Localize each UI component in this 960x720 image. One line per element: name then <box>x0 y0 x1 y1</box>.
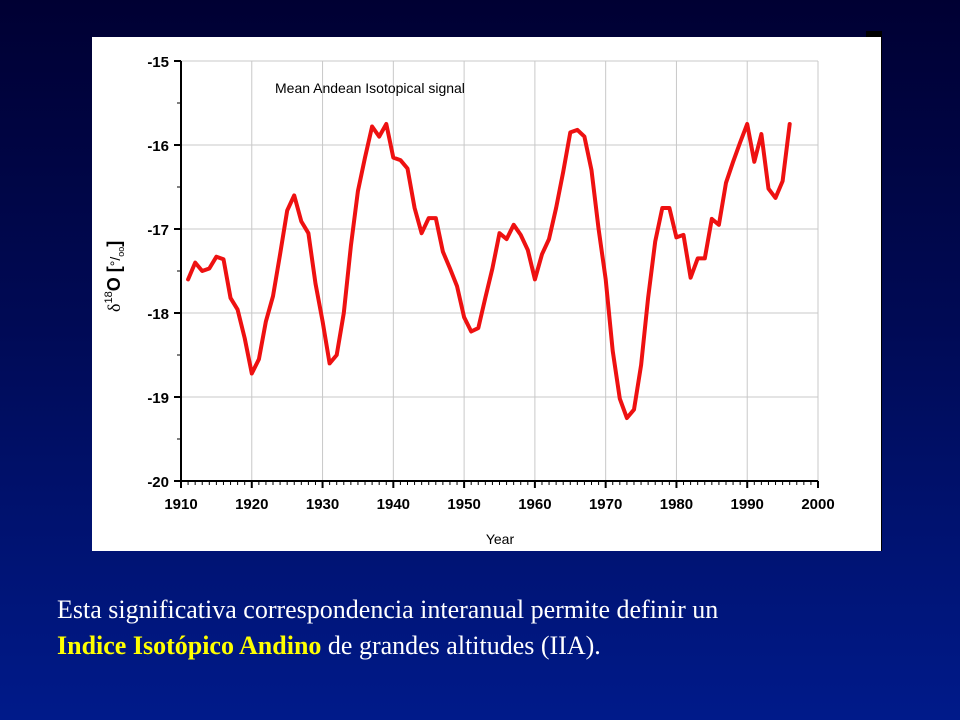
y-tick-label: -19 <box>147 390 169 407</box>
x-tick-label: 1920 <box>235 496 268 513</box>
x-tick-label: 1930 <box>306 496 339 513</box>
caption-highlight: Indice Isotópico Andino <box>57 631 322 660</box>
caption-line-1: Esta significativa correspondencia inter… <box>57 595 719 624</box>
y-tick-label: -16 <box>147 138 169 155</box>
x-tick-label: 1970 <box>589 496 622 513</box>
y-label-prefix: δ <box>104 304 124 312</box>
x-tick-label: 1990 <box>731 496 764 513</box>
line-chart: 1910 1920 1930 1940 1950 1960 1970 1980 1990 2000… <box>103 54 835 547</box>
x-tick-label: 1910 <box>164 496 197 513</box>
chart-panel: 1910 1920 1930 1940 1950 1960 1970 1980 1990 2000… <box>92 37 881 551</box>
x-tick-label: 2000 <box>801 496 834 513</box>
y-label-close: ] <box>104 241 124 247</box>
x-tick-label: 1980 <box>660 496 693 513</box>
y-tick-label: -20 <box>147 474 169 491</box>
y-label-sup: 18 <box>103 291 115 303</box>
svg-text:δ18O [°/oo]: δ18O [°/oo] <box>103 241 126 312</box>
y-label-unit: °/ <box>107 257 123 267</box>
x-tick-label: 1960 <box>518 496 551 513</box>
caption: Esta significativa correspondencia inter… <box>57 592 917 664</box>
x-tick-label: 1940 <box>377 496 410 513</box>
y-tick-label: -15 <box>147 54 169 71</box>
y-tick-label: -18 <box>147 306 169 323</box>
y-label-main: O [ <box>104 266 124 291</box>
y-tick-label: -17 <box>147 222 169 239</box>
chart-title: Mean Andean Isotopical signal <box>275 80 465 96</box>
y-label-sub: oo <box>116 247 126 257</box>
x-axis-label: Year <box>486 531 515 547</box>
axes <box>174 60 819 488</box>
x-tick-label: 1950 <box>447 496 480 513</box>
tick-labels: 1910 1920 1930 1940 1950 1960 1970 1980 1990 2000… <box>147 54 834 513</box>
caption-line-2: de grandes altitudes (IIA). <box>321 631 601 660</box>
series-line <box>186 122 792 420</box>
y-axis-label: δ18O [°/oo] <box>103 241 126 312</box>
